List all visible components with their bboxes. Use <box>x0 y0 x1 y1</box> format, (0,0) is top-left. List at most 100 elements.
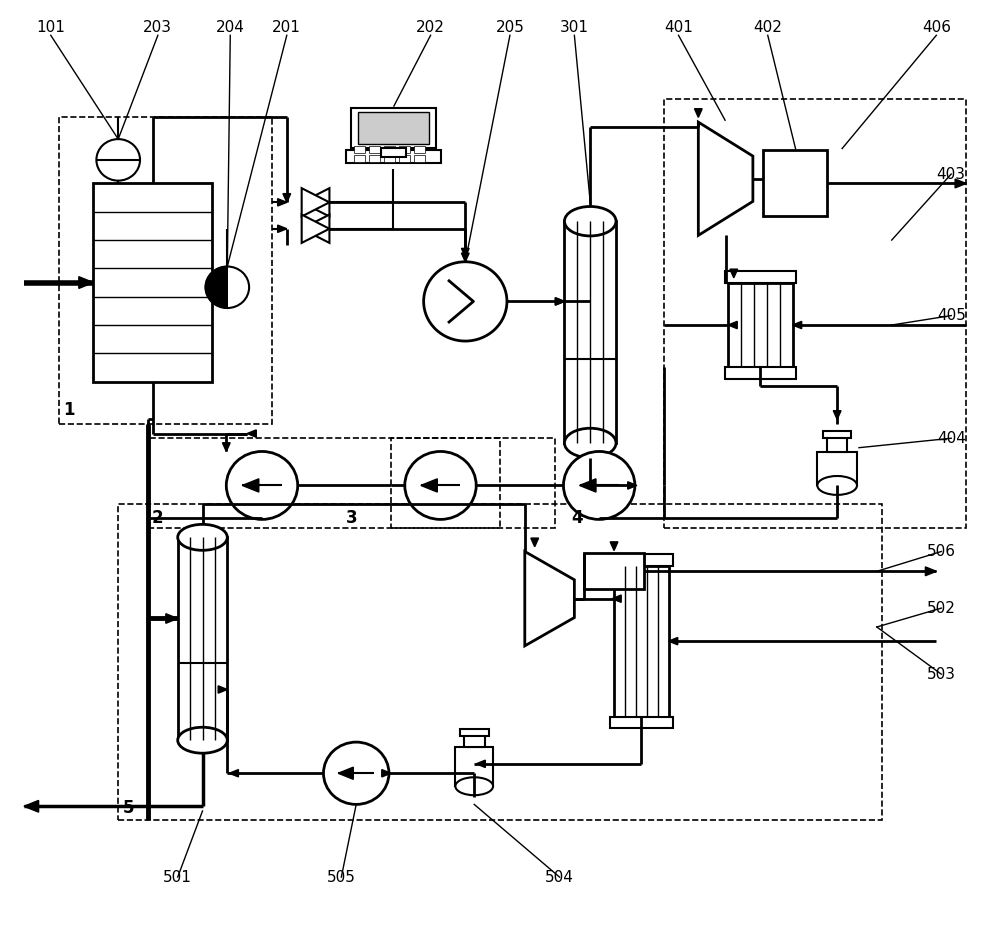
Polygon shape <box>205 267 227 308</box>
Text: 4: 4 <box>572 509 583 527</box>
Bar <box>93 184 212 382</box>
Text: 402: 402 <box>753 20 782 35</box>
Bar <box>384 155 395 162</box>
Text: 404: 404 <box>937 430 966 446</box>
Bar <box>351 108 436 148</box>
Bar <box>354 146 365 152</box>
Bar <box>728 283 793 367</box>
Polygon shape <box>925 566 936 576</box>
Polygon shape <box>421 479 437 492</box>
Polygon shape <box>955 179 966 188</box>
Text: 505: 505 <box>327 869 356 884</box>
Text: 501: 501 <box>163 869 192 884</box>
Polygon shape <box>338 767 353 780</box>
Text: 1: 1 <box>63 401 74 419</box>
Polygon shape <box>242 479 259 492</box>
Polygon shape <box>555 298 564 305</box>
Bar <box>460 729 489 736</box>
Polygon shape <box>728 322 737 328</box>
Bar <box>725 271 796 283</box>
Polygon shape <box>461 248 469 257</box>
Polygon shape <box>833 410 841 420</box>
Ellipse shape <box>178 727 227 753</box>
Polygon shape <box>610 542 618 550</box>
Bar <box>399 146 410 152</box>
Bar <box>564 221 616 443</box>
Bar <box>346 149 440 163</box>
Polygon shape <box>218 685 227 693</box>
Polygon shape <box>461 253 469 262</box>
Polygon shape <box>229 769 238 777</box>
Text: 502: 502 <box>927 601 956 616</box>
Polygon shape <box>628 482 637 489</box>
Polygon shape <box>79 277 93 288</box>
Polygon shape <box>580 479 596 492</box>
Polygon shape <box>730 269 738 278</box>
Polygon shape <box>278 225 287 232</box>
Polygon shape <box>302 188 329 216</box>
Ellipse shape <box>178 525 227 550</box>
Circle shape <box>226 451 298 520</box>
Circle shape <box>323 743 389 804</box>
Polygon shape <box>302 214 329 243</box>
Polygon shape <box>476 760 485 767</box>
Polygon shape <box>302 214 329 243</box>
Circle shape <box>405 451 476 520</box>
Bar <box>614 565 669 717</box>
Bar <box>817 451 857 486</box>
Text: 101: 101 <box>36 20 65 35</box>
Text: 201: 201 <box>272 20 301 35</box>
Text: 405: 405 <box>937 308 966 323</box>
Bar <box>369 146 380 152</box>
Bar <box>414 146 425 152</box>
Text: 203: 203 <box>143 20 172 35</box>
Bar <box>399 155 410 162</box>
Polygon shape <box>531 538 539 546</box>
Bar <box>381 148 406 157</box>
Polygon shape <box>24 801 39 812</box>
Text: 5: 5 <box>122 799 134 817</box>
Text: 205: 205 <box>495 20 524 35</box>
Ellipse shape <box>817 476 857 495</box>
Text: 403: 403 <box>937 167 966 182</box>
Bar <box>464 735 485 747</box>
Bar <box>455 747 493 786</box>
Circle shape <box>96 139 140 181</box>
Text: 506: 506 <box>927 544 956 559</box>
Text: 2: 2 <box>152 509 164 527</box>
Text: 401: 401 <box>664 20 693 35</box>
Polygon shape <box>278 199 287 206</box>
Bar <box>369 155 380 162</box>
Text: 503: 503 <box>927 666 956 682</box>
Circle shape <box>205 267 249 308</box>
Bar <box>59 117 272 424</box>
Polygon shape <box>612 595 621 603</box>
Text: 3: 3 <box>345 509 357 527</box>
Bar <box>358 111 429 144</box>
Bar <box>178 537 227 741</box>
Polygon shape <box>382 769 391 777</box>
Circle shape <box>563 451 635 520</box>
Polygon shape <box>525 551 574 645</box>
Bar <box>664 99 966 528</box>
Ellipse shape <box>455 777 493 795</box>
Text: 301: 301 <box>560 20 589 35</box>
Bar <box>354 155 365 162</box>
Bar <box>610 717 673 728</box>
Bar <box>827 436 847 451</box>
Bar <box>763 150 827 216</box>
Bar <box>148 438 500 528</box>
Text: 202: 202 <box>416 20 445 35</box>
Polygon shape <box>694 109 702 117</box>
Polygon shape <box>698 122 753 235</box>
Polygon shape <box>302 188 329 216</box>
Circle shape <box>424 262 507 341</box>
Ellipse shape <box>564 207 616 236</box>
Bar <box>118 505 882 821</box>
Bar <box>610 554 673 565</box>
Bar <box>384 146 395 152</box>
Polygon shape <box>222 443 230 451</box>
Text: 406: 406 <box>922 20 951 35</box>
Bar <box>823 431 851 438</box>
Bar <box>414 155 425 162</box>
